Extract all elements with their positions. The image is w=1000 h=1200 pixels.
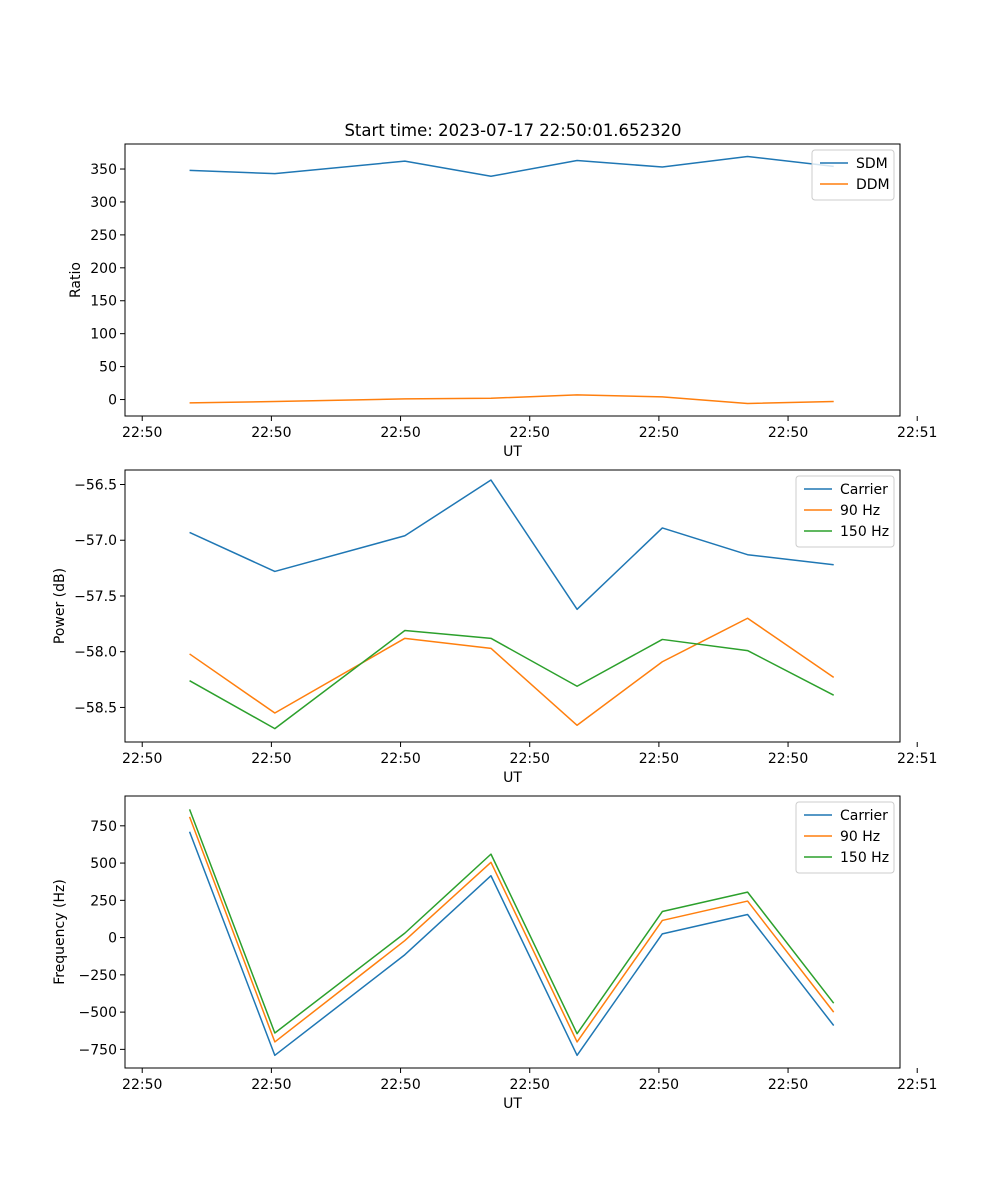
- plot-panel-2: 22:50 22:50 22:50 22:50 22:50 22:50 22:51 −58.5…: [52, 469, 937, 786]
- y-tick-label: −58.5: [74, 700, 117, 716]
- legend-label: DDM: [856, 177, 890, 193]
- plot-panel-1: 22:50 22:50 22:50 22:50 22:50 22:50 22:51 0 50 10…: [68, 143, 937, 460]
- y-tick-label: −57.0: [74, 533, 117, 549]
- plot-panel-3: 22:50 22:50 22:50 22:50 22:50 22:50 22:51 −750 −…: [52, 795, 937, 1112]
- x-tick-label: 22:50: [639, 751, 679, 767]
- legend-label: 150 Hz: [840, 850, 889, 866]
- y-tick-label: 750: [90, 819, 117, 835]
- y-tick-label: −250: [79, 968, 117, 984]
- x-tick-label: 22:50: [768, 1077, 808, 1093]
- y-tick-label: 300: [90, 195, 117, 211]
- series-line-carrier: [189, 479, 834, 611]
- series-line-90-hz: [189, 617, 835, 727]
- legend: Carrier 90 Hz 150 Hz: [795, 801, 895, 874]
- legend-label: 90 Hz: [840, 829, 880, 845]
- x-tick-label: 22:50: [639, 425, 679, 441]
- y-tick-label: 250: [90, 893, 117, 909]
- y-tick-label: −58.0: [74, 645, 117, 661]
- legend-label: Carrier: [840, 808, 888, 824]
- x-axis-label: UT: [503, 1096, 522, 1112]
- x-tick-label: 22:50: [122, 751, 162, 767]
- series-line-90-hz: [188, 816, 835, 1043]
- series-line-sdm: [189, 155, 834, 178]
- axes-frame: [124, 795, 901, 1069]
- y-tick-label: −750: [79, 1042, 117, 1058]
- x-tick-label: 22:50: [639, 1077, 679, 1093]
- x-tick-label: 22:50: [380, 751, 420, 767]
- x-tick-label: 22:50: [768, 425, 808, 441]
- axes-frame: [124, 143, 901, 417]
- legend: Carrier 90 Hz 150 Hz: [795, 475, 895, 548]
- legend-label: 90 Hz: [840, 503, 880, 519]
- x-axis-label: UT: [503, 770, 522, 786]
- x-tick-label: 22:50: [251, 425, 291, 441]
- series-line-150-hz: [189, 629, 835, 730]
- series-line-ddm: [189, 394, 834, 405]
- plot-panels: 22:50 22:50 22:50 22:50 22:50 22:50 22:51 0 50 10…: [52, 143, 937, 1112]
- x-tick-label: 22:51: [897, 751, 937, 767]
- x-tick-label: 22:50: [251, 751, 291, 767]
- x-tick-label: 22:50: [510, 1077, 550, 1093]
- y-tick-label: −500: [79, 1005, 117, 1021]
- y-axis-label: Power (dB): [52, 568, 68, 644]
- y-axis-label: Frequency (Hz): [52, 879, 68, 985]
- x-tick-label: 22:50: [510, 751, 550, 767]
- series-line-150-hz: [188, 809, 835, 1035]
- legend: SDM DDM: [811, 149, 895, 201]
- y-tick-label: 250: [90, 228, 117, 244]
- series-line-carrier: [188, 831, 835, 1057]
- legend-box: [795, 475, 895, 548]
- x-tick-label: 22:51: [897, 1077, 937, 1093]
- figure-title: Start time: 2023-07-17 22:50:01.652320: [344, 121, 681, 140]
- y-tick-label: 100: [90, 327, 117, 343]
- y-tick-label: 350: [90, 162, 117, 178]
- y-tick-label: 500: [90, 856, 117, 872]
- y-tick-label: −56.5: [74, 477, 117, 493]
- axes-frame: [124, 469, 901, 743]
- y-tick-label: 50: [99, 360, 117, 376]
- x-tick-label: 22:50: [380, 1077, 420, 1093]
- y-tick-label: −57.5: [74, 589, 117, 605]
- y-tick-label: 0: [108, 393, 117, 409]
- y-axis-label: Ratio: [68, 262, 84, 298]
- x-tick-label: 22:50: [122, 1077, 162, 1093]
- y-tick-label: 200: [90, 261, 117, 277]
- y-tick-label: 150: [90, 294, 117, 310]
- x-axis-label: UT: [503, 444, 522, 460]
- y-tick-label: 0: [108, 931, 117, 947]
- x-tick-label: 22:50: [251, 1077, 291, 1093]
- legend-box: [795, 801, 895, 874]
- x-tick-label: 22:50: [380, 425, 420, 441]
- legend-label: 150 Hz: [840, 524, 889, 540]
- x-tick-label: 22:50: [122, 425, 162, 441]
- legend-label: SDM: [856, 156, 888, 172]
- x-tick-label: 22:51: [897, 425, 937, 441]
- x-tick-label: 22:50: [510, 425, 550, 441]
- legend-label: Carrier: [840, 482, 888, 498]
- x-tick-label: 22:50: [768, 751, 808, 767]
